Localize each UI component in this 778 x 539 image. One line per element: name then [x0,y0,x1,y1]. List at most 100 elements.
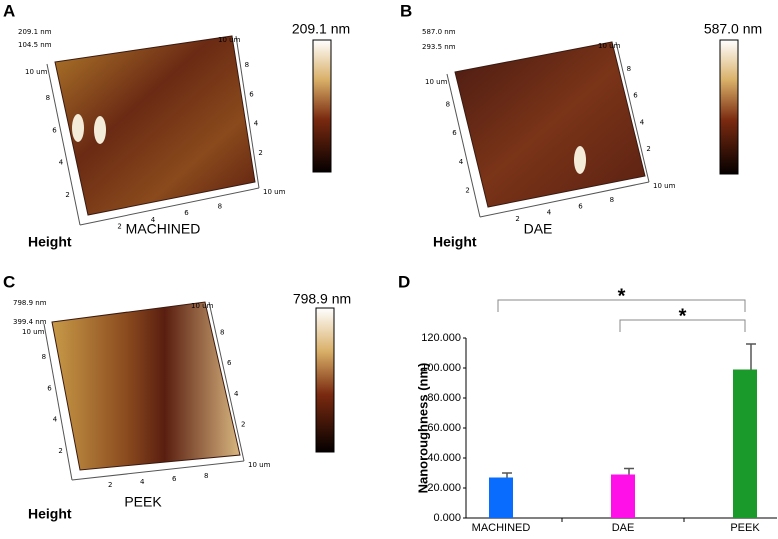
afm-peak [94,116,106,144]
afm-peak [72,114,84,142]
bar [611,474,635,518]
afm-tick: 6 [47,384,52,392]
afm-lateral: 10 um [263,188,286,196]
height-label: Height [28,506,72,522]
afm-surface [51,301,241,471]
afm-tick: 8 [204,472,208,480]
afm-tick: 6 [172,475,177,483]
afm-tick: 8 [46,94,50,102]
afm-axis [46,63,81,226]
afm-tick: 8 [220,329,224,337]
afm-axis [235,35,260,189]
afm-tick: 8 [218,203,222,211]
afm-tick: 8 [446,101,450,109]
colorbar [719,39,739,175]
panel-letter: C [3,272,15,291]
colorbar [315,307,335,453]
y-tick-label: 0.000 [433,512,461,524]
afm-lateral: 10 um [425,78,448,86]
afm-tick: 4 [59,159,64,167]
z-label: 399.4 nm [13,318,47,326]
height-label: Height [433,234,477,250]
sample-label: DAE [524,221,553,237]
sample-label: PEEK [124,494,162,510]
x-tick-label: DAE [612,522,635,534]
afm-axis [43,323,73,481]
afm-tick: 8 [42,353,46,361]
afm-lateral: 10 um [218,36,241,44]
scale-max: 587.0 nm [704,21,762,37]
panel-letter: B [400,1,412,20]
scale-max: 209.1 nm [292,21,350,37]
afm-tick: 4 [140,478,145,486]
z-label: 587.0 nm [422,28,456,36]
afm-tick: 6 [452,129,457,137]
afm-tick: 4 [459,158,464,166]
afm-tick: 2 [241,420,245,428]
afm-tick: 2 [58,447,62,455]
bar [733,369,757,518]
y-tick-label: 40.000 [427,452,461,464]
afm-lateral: 10 um [22,328,45,336]
height-label: Height [28,234,72,250]
x-tick-label: PEEK [730,522,760,534]
y-axis-label: Nanoroughness (nm) [415,363,430,494]
afm-tick: 4 [234,390,239,398]
significance-star: * [679,305,687,327]
afm-lateral: 10 um [248,461,271,469]
afm-peak [574,146,586,174]
afm-surface [454,41,646,208]
afm-tick: 6 [184,209,189,217]
afm-tick: 4 [254,120,259,128]
afm-axis [71,460,245,481]
afm-axis [615,41,650,183]
afm-tick: 4 [151,216,156,224]
y-tick-label: 60.000 [427,422,461,434]
afm-tick: 2 [646,145,650,153]
afm-lateral: 10 um [653,182,676,190]
panel-letter: D [398,272,410,291]
afm-tick: 6 [578,202,583,210]
afm-tick: 2 [108,481,112,489]
y-tick-label: 100.000 [421,362,461,374]
y-tick-label: 120.000 [421,332,461,344]
afm-tick: 8 [245,61,249,69]
z-label: 293.5 nm [422,43,456,51]
afm-tick: 6 [52,126,57,134]
afm-tick: 8 [610,196,614,204]
bar [489,477,513,518]
afm-tick: 2 [258,149,262,157]
z-label: 798.9 nm [13,299,47,307]
afm-tick: 6 [633,92,638,100]
afm-tick: 2 [515,215,519,223]
afm-tick: 2 [465,186,469,194]
afm-tick: 4 [53,416,58,424]
afm-lateral: 10 um [25,68,48,76]
z-label: 104.5 nm [18,41,52,49]
x-tick-label: MACHINED [472,522,531,534]
afm-tick: 4 [640,118,645,126]
afm-axis [79,187,260,226]
afm-tick: 4 [547,209,552,217]
afm-tick: 2 [65,191,69,199]
sample-label: MACHINED [126,221,201,237]
afm-axis [208,301,245,462]
significance-star: * [618,285,626,307]
y-tick-label: 80.000 [427,392,461,404]
z-label: 209.1 nm [18,28,52,36]
panel-letter: A [3,1,15,20]
afm-tick: 2 [117,222,121,230]
significance-bracket [497,299,746,312]
afm-axis [446,73,481,218]
afm-tick: 6 [227,359,232,367]
y-tick-label: 20.000 [427,482,461,494]
afm-tick: 8 [627,65,631,73]
afm-axis [479,181,650,218]
colorbar [312,39,332,173]
afm-surface [54,35,256,216]
afm-lateral: 10 um [191,302,214,310]
afm-tick: 6 [249,90,254,98]
afm-lateral: 10 um [598,42,621,50]
significance-bracket [619,319,746,332]
